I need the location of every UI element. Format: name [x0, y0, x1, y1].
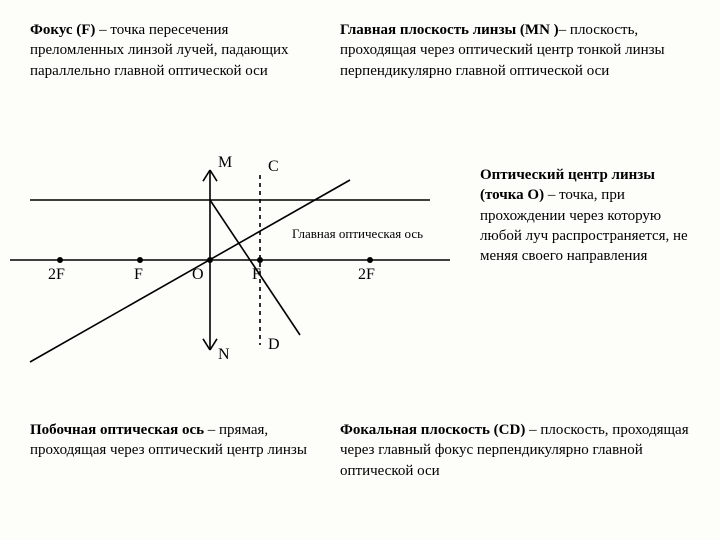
plane-title: Главная плоскость линзы (MN ) — [340, 22, 559, 38]
focal-plane-title: Фокальная плоскость (CD) — [340, 422, 525, 438]
lens-diagram: M N C D 2F F О F 2F Главная оптическая о… — [0, 150, 460, 370]
label-D: D — [268, 336, 280, 354]
label-M: M — [218, 154, 232, 172]
label-F-left: F — [134, 266, 143, 284]
label-2F-right: 2F — [358, 266, 375, 284]
secondary-block: Побочная оптическая ось – прямая, проход… — [30, 420, 330, 461]
secondary-title: Побочная оптическая ось — [30, 422, 204, 438]
label-F-right: F — [252, 266, 261, 284]
plane-block: Главная плоскость линзы (MN )– плоскость… — [340, 20, 700, 81]
focus-title: Фокус (F) — [30, 22, 95, 38]
center-block: Оптический центр линзы (точка О) – точка… — [480, 165, 700, 266]
focal-plane-block: Фокальная плоскость (CD) – плоскость, пр… — [340, 420, 700, 481]
label-O: О — [192, 266, 204, 284]
label-C: C — [268, 158, 279, 176]
label-main-axis: Главная оптическая ось — [292, 226, 423, 242]
label-2F-left: 2F — [48, 266, 65, 284]
label-N: N — [218, 346, 230, 364]
focus-block: Фокус (F) – точка пересечения преломленн… — [30, 20, 320, 81]
